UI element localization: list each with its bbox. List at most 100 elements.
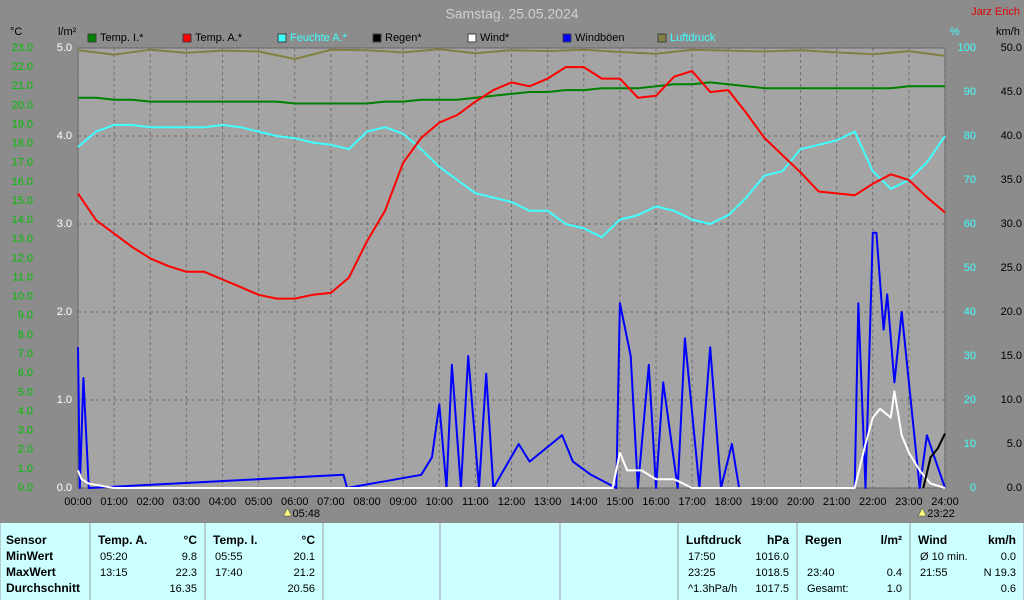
y4-tick-label: 20.0 (1001, 306, 1022, 318)
y3-axis-title: % (950, 26, 960, 38)
cell-value: 9.8 (182, 551, 197, 563)
x-tick-label: 01:00 (100, 496, 128, 508)
y-tick-label: 6.0 (18, 367, 33, 379)
column-unit: hPa (767, 533, 789, 547)
cell-label: 23:40 (807, 567, 835, 579)
x-tick-label: 13:00 (534, 496, 562, 508)
legend-label: Regen* (385, 32, 422, 44)
row-label: Sensor (6, 533, 47, 547)
series-line (78, 81, 945, 105)
y4-tick-label: 30.0 (1001, 218, 1022, 230)
y3-tick-label: 100 (958, 42, 976, 54)
sun-marker (917, 507, 927, 517)
x-tick-label: 22:00 (859, 496, 887, 508)
cell-value: 1017.5 (755, 583, 789, 595)
cell-label: 05:20 (100, 551, 128, 563)
legend-swatch (372, 33, 382, 43)
y-tick-label: 7.0 (18, 348, 33, 360)
cell-value: 16.35 (169, 583, 197, 595)
y3-tick-label: 90 (964, 86, 976, 98)
cell-label: 17:50 (688, 551, 716, 563)
y-tick-label: 10.0 (12, 291, 33, 303)
y-tick-label: 8.0 (18, 329, 33, 341)
y4-tick-label: 25.0 (1001, 262, 1022, 274)
y-tick-label: 2.0 (18, 444, 33, 456)
cell-label: 17:40 (215, 567, 243, 579)
x-tick-label: 05:00 (245, 496, 273, 508)
x-tick-label: 20:00 (787, 496, 815, 508)
y4-tick-label: 40.0 (1001, 130, 1022, 142)
y3-tick-label: 10 (964, 438, 976, 450)
cell-value: 1.0 (887, 583, 902, 595)
legend-swatch (657, 33, 667, 43)
legend-swatch (87, 33, 97, 43)
y3-tick-label: 80 (964, 130, 976, 142)
column-unit: km/h (988, 533, 1016, 547)
cell-label: 13:15 (100, 567, 128, 579)
row-label: MaxWert (6, 565, 56, 579)
author: Jarz Erich (971, 6, 1020, 18)
series-line (922, 432, 946, 489)
x-tick-label: 21:00 (823, 496, 851, 508)
cell-value: 0.6 (1001, 583, 1016, 595)
cell-value: 0.4 (887, 567, 902, 579)
legend-swatch (562, 33, 572, 43)
cell-label: 23:25 (688, 567, 716, 579)
x-tick-label: 11:00 (462, 496, 489, 508)
y4-tick-label: 0.0 (1007, 482, 1022, 494)
y2-tick-label: 5.0 (57, 42, 72, 54)
y4-axis-title: km/h (996, 26, 1020, 38)
annotation: 23:22 (927, 508, 955, 520)
y-tick-label: 12.0 (12, 252, 33, 264)
x-tick-label: 02:00 (136, 496, 164, 508)
column-header: Regen (805, 533, 842, 547)
y2-tick-label: 4.0 (57, 130, 72, 142)
y3-tick-label: 40 (964, 306, 976, 318)
y-tick-label: 4.0 (18, 405, 33, 417)
y-tick-label: 11.0 (12, 271, 33, 283)
y-tick-label: 14.0 (12, 214, 33, 226)
x-tick-label: 07:00 (317, 496, 345, 508)
x-tick-label: 24:00 (931, 496, 959, 508)
x-tick-label: 16:00 (642, 496, 670, 508)
y4-tick-label: 5.0 (1007, 438, 1022, 450)
y4-tick-label: 35.0 (1001, 174, 1022, 186)
column-header: Wind (918, 533, 947, 547)
legend-label: Wind* (480, 32, 510, 44)
cell-value: 20.56 (287, 583, 315, 595)
y-tick-label: 19.0 (12, 118, 33, 130)
y4-tick-label: 45.0 (1001, 86, 1022, 98)
column-unit: °C (302, 533, 316, 547)
y3-tick-label: 50 (964, 262, 976, 274)
legend-swatch (467, 33, 477, 43)
y2-tick-label: 3.0 (57, 218, 72, 230)
stats-table (0, 523, 1024, 600)
legend-swatch (182, 33, 192, 43)
legend-label: Temp. I.* (100, 32, 144, 44)
y-tick-label: 23.0 (12, 42, 33, 54)
cell-label: ^1.3hPa/h (688, 583, 737, 595)
x-tick-label: 04:00 (209, 496, 237, 508)
legend-label: Feuchte A.* (290, 32, 348, 44)
column-unit: °C (184, 533, 198, 547)
y-tick-label: 3.0 (18, 425, 33, 437)
series-line (77, 390, 946, 489)
x-tick-label: 03:00 (173, 496, 201, 508)
sun-marker (283, 507, 292, 517)
row-label: Durchschnitt (6, 581, 80, 595)
x-tick-label: 08:00 (353, 496, 381, 508)
cell-value: 0.0 (1001, 551, 1016, 563)
y2-axis-title: l/m² (58, 26, 77, 38)
x-tick-label: 00:00 (64, 496, 92, 508)
y2-tick-label: 1.0 (57, 394, 72, 406)
y-tick-label: 1.0 (18, 463, 33, 475)
column-header: Luftdruck (686, 533, 742, 547)
cell-label: 05:55 (215, 551, 243, 563)
series-line (77, 124, 946, 239)
y4-tick-label: 15.0 (1001, 350, 1022, 362)
annotation: 05:48 (293, 508, 321, 520)
x-tick-label: 12:00 (498, 496, 526, 508)
series-line (77, 48, 946, 60)
legend-label: Luftdruck (670, 32, 716, 44)
